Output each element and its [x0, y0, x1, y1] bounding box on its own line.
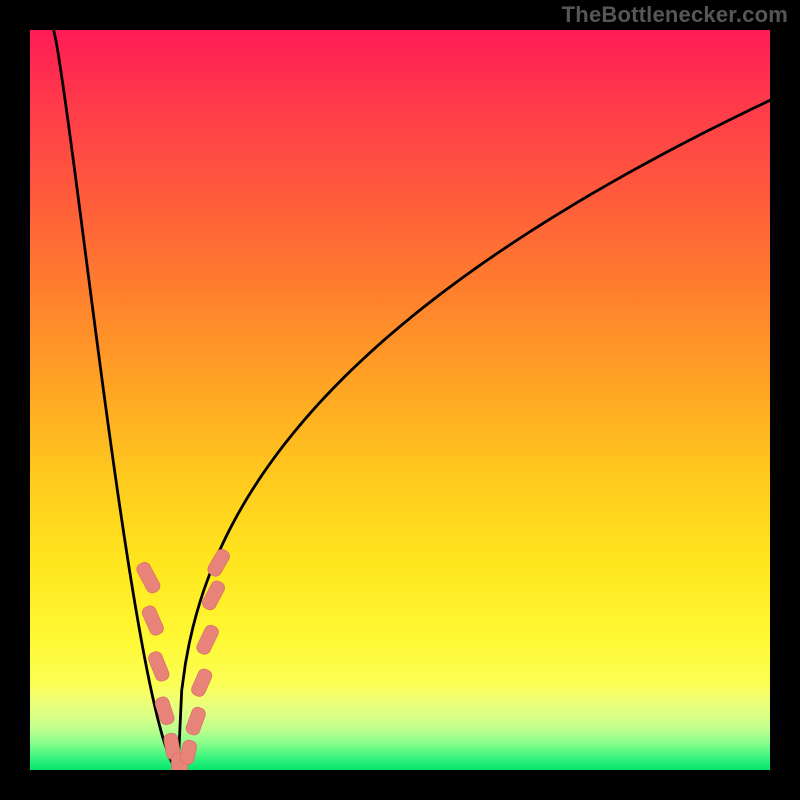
data-marker	[200, 579, 226, 612]
data-marker	[179, 739, 198, 765]
data-marker	[184, 706, 207, 737]
data-marker	[147, 650, 171, 683]
plot-area	[30, 30, 770, 770]
data-marker	[135, 560, 162, 595]
data-markers	[135, 547, 232, 770]
data-marker	[140, 604, 165, 637]
chart-svg	[30, 30, 770, 770]
watermark-text: TheBottlenecker.com	[562, 2, 788, 28]
data-marker	[190, 667, 214, 698]
data-marker	[206, 547, 232, 578]
data-marker	[154, 695, 176, 726]
data-marker	[195, 623, 221, 656]
